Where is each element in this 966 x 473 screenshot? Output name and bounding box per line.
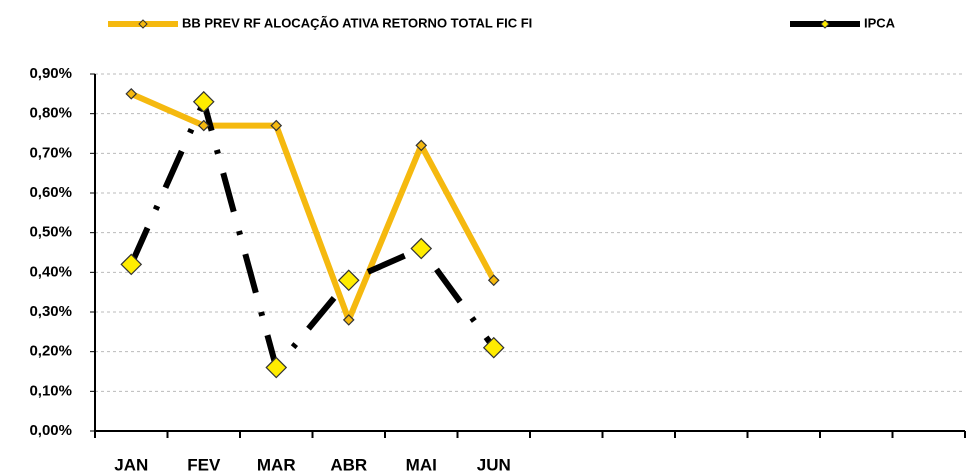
y-tick-label: 0,60% [29,184,72,201]
x-tick-label: ABR [330,455,367,473]
marker [337,269,360,292]
marker [410,237,433,260]
marker [125,87,138,100]
legend-label: IPCA [864,15,896,30]
x-tick-label: JUN [477,455,511,473]
marker [197,119,210,132]
marker [265,356,288,379]
legend-marker [138,19,148,29]
x-tick-label: MAI [406,455,437,473]
marker [270,119,283,132]
marker [482,336,505,359]
x-tick-label: FEV [187,455,221,473]
marker [192,90,215,113]
marker [120,253,143,276]
y-tick-label: 0,70% [29,144,72,161]
marker [487,274,500,287]
y-tick-label: 0,40% [29,263,72,280]
legend: BB PREV RF ALOCAÇÃO ATIVA RETORNO TOTAL … [108,15,896,30]
legend-marker [820,19,830,29]
series-line [128,98,497,371]
y-tick-label: 0,10% [29,382,72,399]
marker [415,139,428,152]
y-tick-label: 0,30% [29,303,72,320]
legend-label: BB PREV RF ALOCAÇÃO ATIVA RETORNO TOTAL … [182,15,532,30]
y-tick-label: 0,20% [29,343,72,360]
y-tick-label: 0,50% [29,224,72,241]
x-tick-label: MAR [257,455,296,473]
y-tick-label: 0,90% [29,65,72,82]
marker [342,314,355,326]
x-tick-label: JAN [114,455,148,473]
y-tick-label: 0,80% [29,105,72,122]
y-tick-label: 0,00% [29,422,72,439]
series-line [130,91,497,323]
